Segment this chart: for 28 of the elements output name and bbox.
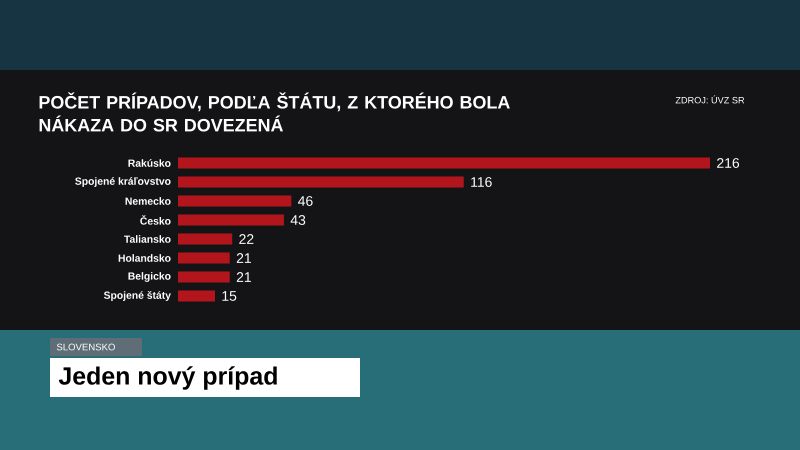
data-label: 216 <box>717 158 740 168</box>
data-label: 15 <box>222 291 236 301</box>
y-tick-label: Holandsko <box>118 254 171 262</box>
y-tick-label: Belgicko <box>128 272 171 282</box>
data-label: 22 <box>239 234 254 244</box>
bar <box>178 233 232 244</box>
data-label: 21 <box>236 272 251 282</box>
y-tick-label: Česko <box>140 215 171 225</box>
y-tick-label: Spojené štáty <box>104 291 171 301</box>
bar <box>178 271 230 282</box>
y-tick-label: Spojené kráľovstvo <box>75 177 171 187</box>
text: ZDROJ: ÚVZ SR <box>676 95 744 104</box>
y-tick-label: Taliansko <box>124 235 171 243</box>
text: Jeden nový prípad <box>58 366 277 390</box>
data-label: 21 <box>236 253 251 263</box>
y-tick-label: Rakúsko <box>128 159 171 167</box>
bar <box>178 195 292 206</box>
text: SLOVENSKO <box>56 344 115 350</box>
y-tick-label: Nemecko <box>126 197 171 205</box>
data-label: 46 <box>298 196 313 206</box>
data-label: 116 <box>471 177 492 187</box>
bar <box>178 157 710 168</box>
bar <box>178 176 464 188</box>
chart-title: POČET PRÍPADOV, PODĽA ŠTÁTU, Z KTORÉHO BOLA NÁKAZA DO SR DOVEZENÁ <box>40 92 510 132</box>
bar <box>178 214 284 226</box>
data-label: 43 <box>290 215 306 225</box>
bar <box>178 252 230 264</box>
bar <box>178 290 215 302</box>
